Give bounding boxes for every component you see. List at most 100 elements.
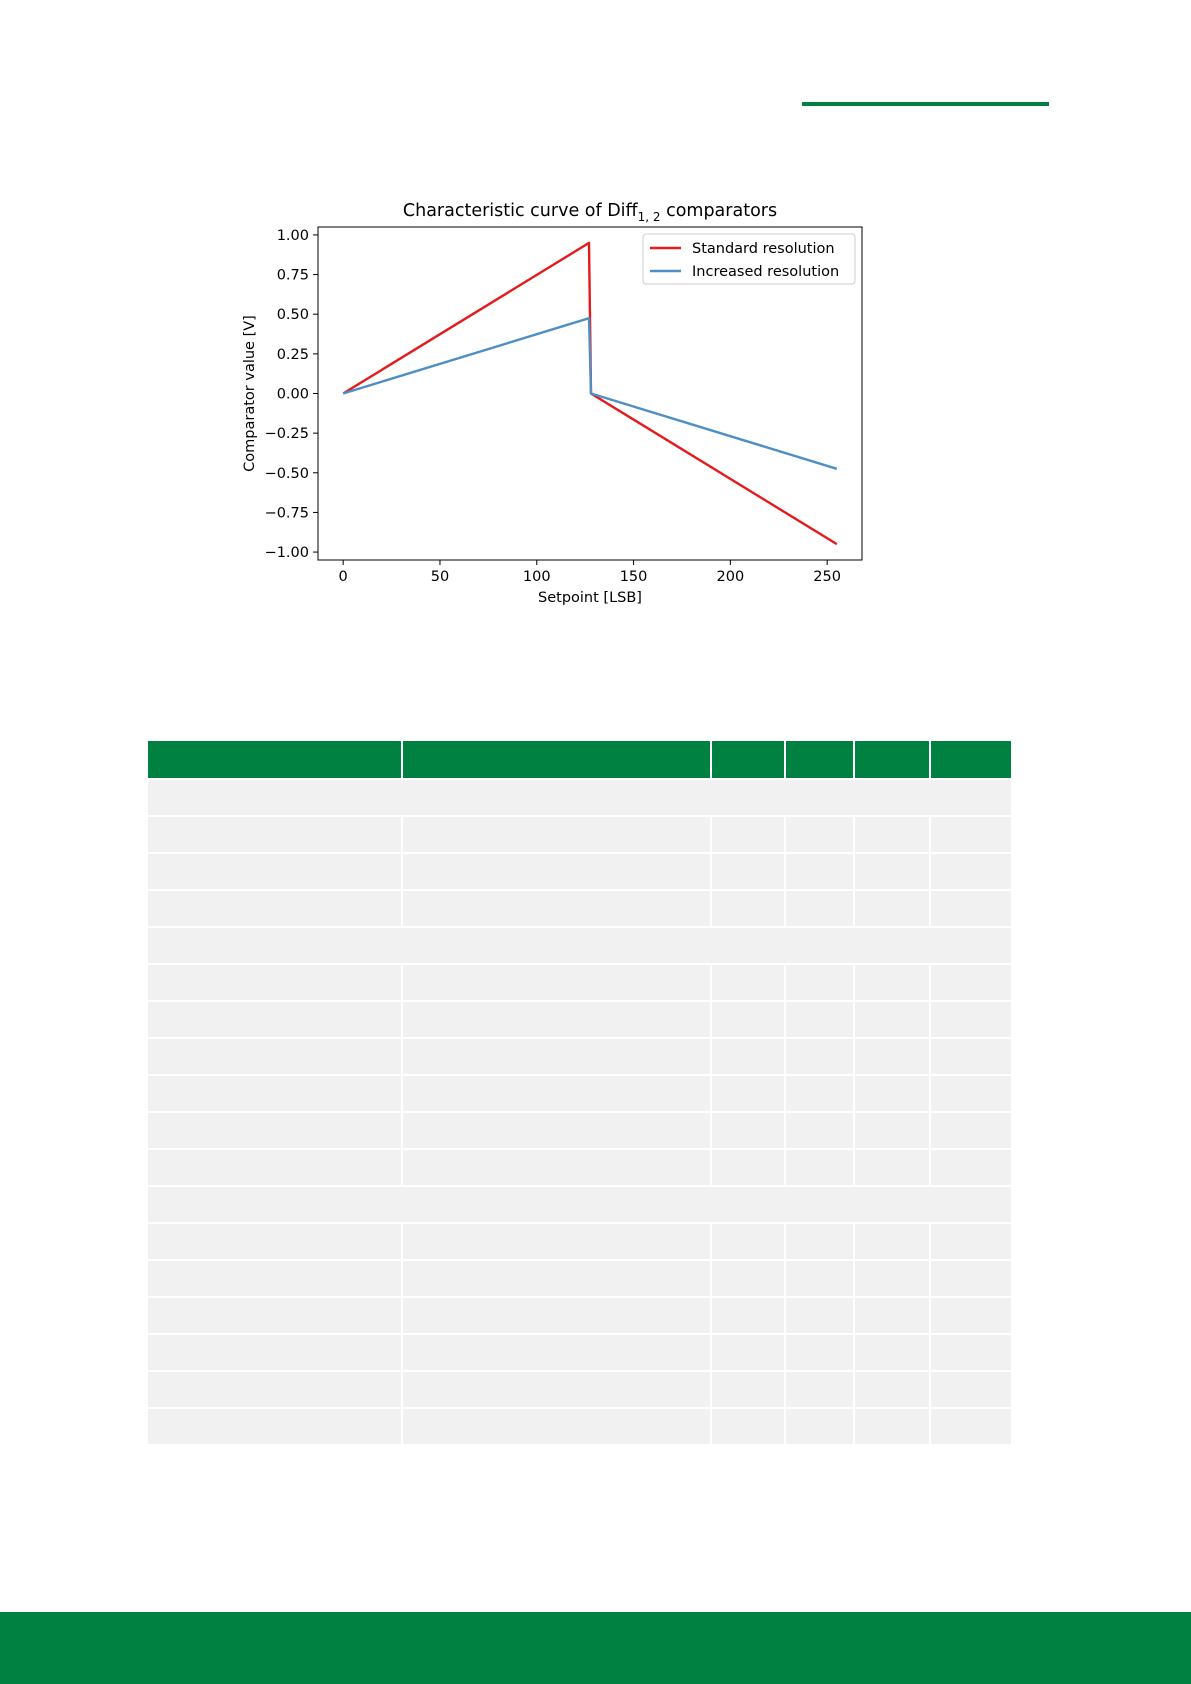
table-cell: [784, 1296, 855, 1335]
table-cell: [784, 963, 855, 1002]
table-cell: [929, 1074, 1013, 1113]
y-tick-label: 1.00: [277, 228, 309, 244]
table-row: [146, 1000, 1013, 1039]
table-row: [146, 852, 1013, 891]
table-cell: [146, 963, 403, 1002]
table-row: [146, 1148, 1013, 1187]
table-cell: [853, 1111, 931, 1150]
table-cell: [853, 1296, 931, 1335]
table-cell: [401, 1148, 712, 1187]
table-row: [146, 1370, 1013, 1409]
table-cell: [401, 1370, 712, 1409]
table-cell: [146, 1148, 403, 1187]
table-cell: [784, 1111, 855, 1150]
table-cell: [146, 815, 403, 854]
table-cell: [401, 1259, 712, 1298]
series-line-increased-resolution: [342, 316, 838, 470]
table-cell: [401, 1037, 712, 1076]
table-row: [146, 1333, 1013, 1372]
data-table: [146, 739, 1013, 1446]
table-cell: [146, 1037, 403, 1076]
table-section-row: [146, 926, 1013, 965]
chart-title-suffix: comparators: [661, 201, 778, 221]
table-cell: [929, 963, 1013, 1002]
table-cell: [710, 1222, 786, 1261]
table-cell: [146, 1259, 403, 1298]
table-cell: [784, 852, 855, 891]
table-cell: [401, 1407, 712, 1446]
x-tick-label: 0: [339, 569, 348, 585]
table-cell: [853, 1037, 931, 1076]
table-header-cell: [853, 739, 931, 780]
table-row: [146, 1074, 1013, 1113]
table-cell: [853, 963, 931, 1002]
table-header-cell: [401, 739, 712, 780]
table-cell: [710, 1111, 786, 1150]
table-row: [146, 889, 1013, 928]
x-tick-label: 150: [620, 569, 648, 585]
table-cell: [784, 889, 855, 928]
table-header-cell: [929, 739, 1013, 780]
table-cell: [784, 1000, 855, 1039]
legend-entry-standard-resolution: Standard resolution: [692, 241, 835, 257]
characteristic-curve-chart: Characteristic curve of Diff1, 2 compara…: [242, 201, 863, 606]
table-cell: [929, 1333, 1013, 1372]
table-cell: [710, 963, 786, 1002]
table-section-cell: [146, 926, 1013, 965]
table-cell: [929, 1111, 1013, 1150]
table-section-cell: [146, 1185, 1013, 1224]
legend-entry-increased-resolution: Increased resolution: [692, 264, 839, 280]
table-row: [146, 1259, 1013, 1298]
table-cell: [710, 1000, 786, 1039]
table-cell: [929, 1222, 1013, 1261]
table-cell: [710, 1074, 786, 1113]
table-cell: [929, 815, 1013, 854]
table-cell: [710, 889, 786, 928]
table-cell: [146, 1222, 403, 1261]
table-cell: [146, 1333, 403, 1372]
table-cell: [710, 1407, 786, 1446]
x-tick-label: 200: [717, 569, 745, 585]
table-cell: [784, 1407, 855, 1446]
table-cell: [929, 1407, 1013, 1446]
footer-bar: [0, 1612, 1191, 1684]
table-header-cell: [146, 739, 403, 780]
y-tick-label: 0.75: [277, 268, 309, 284]
table-cell: [929, 1037, 1013, 1076]
table-cell: [784, 1333, 855, 1372]
x-tick-label: 100: [523, 569, 551, 585]
table-cell: [401, 1000, 712, 1039]
table-cell: [929, 1000, 1013, 1039]
table-cell: [146, 1296, 403, 1335]
table-cell: [853, 1148, 931, 1187]
table-row: [146, 1222, 1013, 1261]
x-axis-label: Setpoint [LSB]: [538, 590, 642, 606]
table-cell: [710, 1296, 786, 1335]
table-row: [146, 1407, 1013, 1446]
table-cell: [784, 1074, 855, 1113]
table-cell: [784, 815, 855, 854]
table-cell: [710, 1370, 786, 1409]
table-cell: [853, 889, 931, 928]
table-cell: [853, 852, 931, 891]
chart-title: Characteristic curve of Diff1, 2 compara…: [403, 201, 777, 224]
table-cell: [853, 1222, 931, 1261]
chart-title-main: Characteristic curve of Diff: [403, 201, 639, 221]
table-cell: [929, 1259, 1013, 1298]
chart-title-subscript: 1, 2: [638, 210, 661, 224]
table-cell: [146, 1370, 403, 1409]
table-cell: [929, 1370, 1013, 1409]
y-tick-label: −0.25: [265, 426, 309, 442]
table-cell: [784, 1037, 855, 1076]
table-cell: [401, 963, 712, 1002]
table-section-row: [146, 778, 1013, 817]
table-cell: [401, 1296, 712, 1335]
table-cell: [401, 889, 712, 928]
x-tick-label: 250: [813, 569, 841, 585]
table-cell: [146, 852, 403, 891]
table-cell: [853, 1407, 931, 1446]
table-cell: [853, 1333, 931, 1372]
table-cell: [710, 815, 786, 854]
table-cell: [401, 1222, 712, 1261]
x-tick-label: 50: [431, 569, 449, 585]
